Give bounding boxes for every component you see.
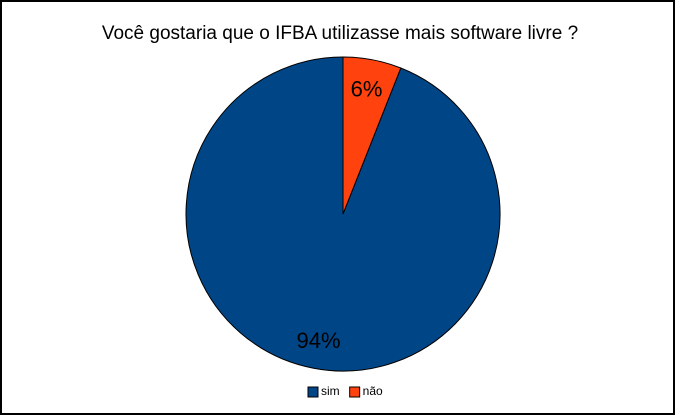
legend-swatch [349, 386, 361, 398]
legend-swatch [307, 386, 319, 398]
legend-label: sim [321, 384, 340, 398]
pie-slice [342, 56, 402, 215]
data-label: 6% [351, 76, 383, 101]
data-label: 94% [297, 328, 341, 353]
legend-label: não [363, 384, 383, 398]
chart-title: Você gostaria que o IFBA utilizasse mais… [102, 23, 578, 44]
